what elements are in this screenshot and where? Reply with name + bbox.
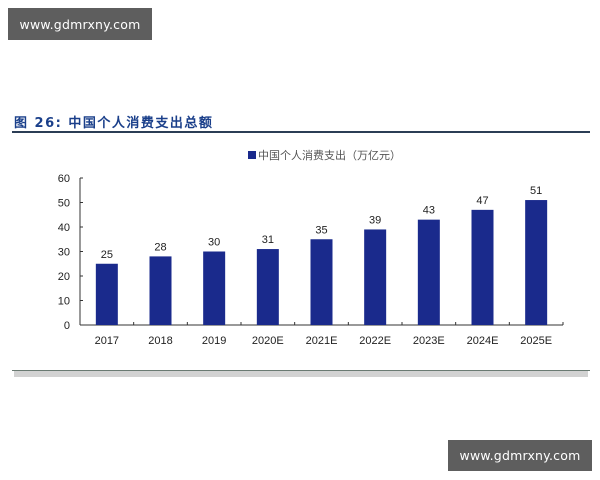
x-tick-label: 2020E	[252, 335, 284, 347]
x-tick-label: 2024E	[467, 335, 499, 347]
bar-2020E	[256, 249, 279, 325]
y-tick-label: 50	[58, 198, 70, 210]
data-label: 31	[262, 234, 274, 246]
bar-2019	[203, 251, 226, 325]
title-divider	[12, 131, 590, 133]
x-tick-label: 2018	[148, 335, 172, 347]
data-label: 28	[154, 241, 166, 253]
bar-2017	[95, 263, 118, 325]
bar-2024E	[471, 209, 494, 325]
data-label: 43	[423, 205, 435, 217]
bar-2018	[149, 256, 172, 325]
y-tick-label: 30	[58, 247, 70, 259]
watermark-top: www.gdmrxny.com	[8, 8, 152, 40]
y-tick-label: 10	[58, 296, 70, 308]
data-label: 25	[101, 249, 113, 261]
data-label: 51	[530, 185, 542, 197]
x-tick-label: 2023E	[413, 335, 445, 347]
y-tick-label: 40	[58, 222, 70, 234]
bar-2023E	[417, 219, 440, 325]
legend-swatch-icon	[248, 151, 256, 159]
y-tick-label: 0	[64, 320, 70, 332]
bar-2021E	[310, 239, 333, 325]
bar-2025E	[525, 200, 548, 325]
x-tick-label: 2022E	[359, 335, 391, 347]
x-tick-label: 2021E	[306, 335, 338, 347]
bottom-divider	[12, 370, 590, 371]
bottom-band	[14, 371, 588, 377]
chart-legend: 中国个人消费支出（万亿元）	[248, 147, 401, 163]
y-tick-label: 60	[58, 173, 70, 185]
y-tick-label: 20	[58, 271, 70, 283]
data-label: 30	[208, 237, 220, 249]
data-label: 47	[476, 195, 488, 207]
data-label: 35	[315, 224, 327, 236]
x-tick-label: 2025E	[520, 335, 552, 347]
watermark-bottom: www.gdmrxny.com	[448, 440, 592, 471]
x-tick-label: 2017	[95, 335, 119, 347]
bar-2022E	[364, 229, 387, 325]
figure-title: 图 26: 中国个人消费支出总额	[14, 116, 214, 131]
x-tick-label: 2019	[202, 335, 226, 347]
legend-label: 中国个人消费支出（万亿元）	[258, 149, 401, 162]
data-label: 39	[369, 214, 381, 226]
